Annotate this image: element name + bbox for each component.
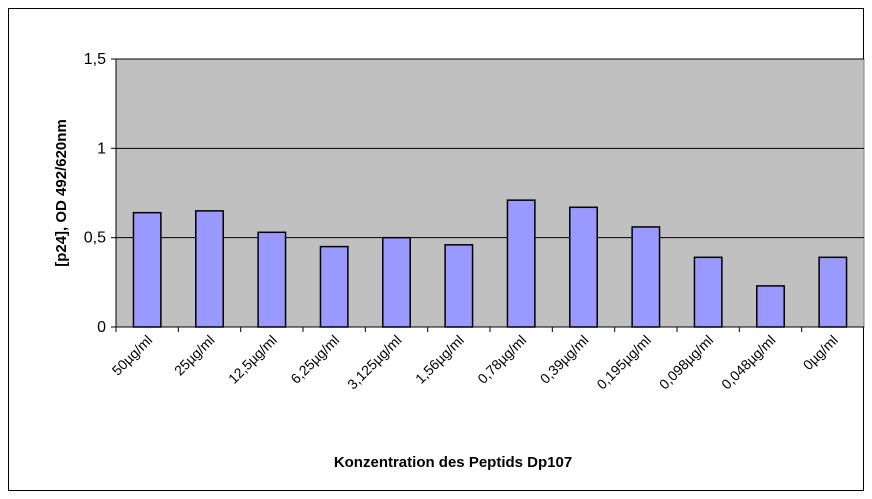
bar [569, 206, 598, 328]
bar [319, 245, 349, 328]
y-tick-label: 0 [97, 319, 106, 336]
y-axis-title: [p24], OD 492/620nm [53, 119, 70, 267]
bar [631, 226, 661, 328]
bar [444, 244, 474, 328]
x-axis-title: Konzentration des Peptids Dp107 [334, 454, 572, 471]
bar [818, 256, 848, 328]
bar [132, 211, 162, 328]
bar [195, 210, 224, 328]
bar [693, 256, 723, 328]
bar [756, 285, 785, 328]
bar [257, 231, 287, 328]
y-tick-label: 0,5 [84, 230, 106, 247]
bar [382, 236, 411, 328]
bar [506, 199, 536, 328]
plot-area [115, 58, 865, 328]
y-tick-label: 1,5 [84, 51, 106, 68]
y-tick-label: 1 [97, 140, 106, 157]
